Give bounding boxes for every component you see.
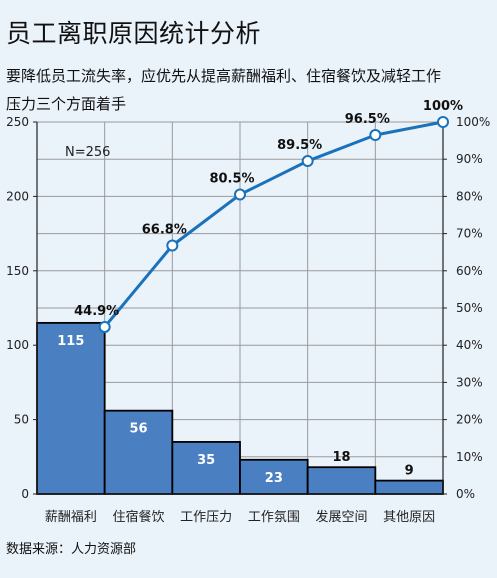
cumulative-point [369,129,382,142]
y2-tick-label: 60% [456,264,483,278]
bar-value-label: 115 [57,334,84,349]
bar-value-label: 23 [265,471,283,486]
y2-tick-label: 50% [456,301,483,315]
bar [374,479,444,495]
chart-title: 员工离职原因统计分析 [6,19,262,48]
y2-tick-label: 10% [456,450,483,464]
bar [36,321,106,495]
y2-tick-label: 30% [456,375,483,389]
y-tick-label: 0 [21,487,29,501]
cumulative-value-label: 66.8% [142,223,187,238]
x-tick-label: 住宿餐饮 [112,509,164,525]
bars [36,321,444,495]
cumulative-series-line [103,120,444,328]
cumulative-point [98,320,111,333]
bar-value-label: 56 [129,422,147,437]
y-tick-label: 150 [6,264,29,278]
cumulative-value-label: 80.5% [209,172,254,187]
bar-value-label: 9 [405,464,414,479]
x-tick-label: 薪酬福利 [45,510,97,525]
axes [33,121,447,495]
y-tick-label: 100 [6,338,29,352]
cumulative-point [301,155,314,168]
cumulative-point [166,239,179,252]
cumulative-point [234,188,246,201]
cumulative-point [437,116,449,128]
x-tick-label: 发展空间 [315,509,367,525]
y2-tick-label: 100% [456,115,490,129]
y-tick-label: 50 [14,413,29,427]
y-tick-label: 200 [6,189,29,203]
cumulative-value-label: 96.5% [345,112,390,127]
y2-tick-label: 0% [456,487,475,501]
cumulative-value-label: 100% [423,99,463,114]
y2-tick-label: 70% [456,227,483,241]
bar [171,441,241,495]
sample-size-note: N=256 [65,145,110,160]
bar-value-label: 18 [332,450,350,465]
y2-tick-label: 80% [456,189,483,203]
bar [306,466,377,495]
y-tick-label: 250 [6,115,29,129]
y2-tick-label: 90% [456,152,483,166]
cumulative-line [98,116,449,333]
cumulative-value-label: 89.5% [277,138,322,153]
y2-tick-label: 20% [456,413,483,427]
chart-subtitle: 要降低员工流失率，应优先从提高薪酬福利、住宿餐饮及减轻工作压力三个方面着手 [6,67,442,113]
y2-tick-label: 40% [456,338,483,352]
data-source: 数据来源：人力资源部 [6,542,137,557]
x-tick-label: 工作压力 [180,510,232,525]
bar-value-label: 35 [197,453,215,468]
labels: 0% 10% 20% 30% 40% 50% 60% 70% 80% 90% 100% 115 56 35… [6,99,490,525]
x-tick-label: 其他原因 [383,510,435,525]
x-tick-label: 工作氛围 [248,510,300,525]
cumulative-value-label: 44.9% [74,304,119,319]
